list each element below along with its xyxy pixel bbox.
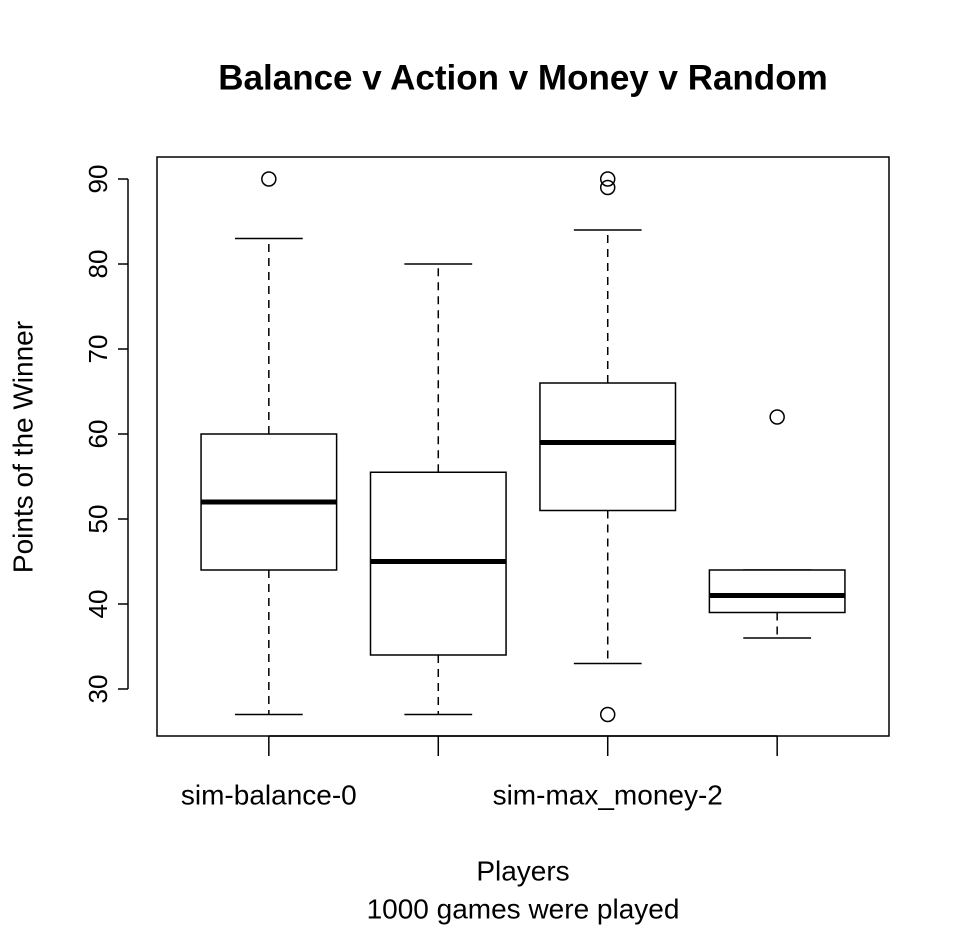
y-tick-label: 90 (83, 165, 113, 194)
box (539, 382, 677, 512)
x-tick-label: sim-max_money-2 (493, 779, 723, 810)
y-tick-label: 30 (83, 675, 113, 704)
y-tick-label: 50 (83, 505, 113, 534)
y-tick-label: 70 (83, 335, 113, 364)
y-tick-label: 40 (83, 590, 113, 619)
box (708, 569, 846, 614)
outlier (599, 706, 616, 723)
outlier (599, 179, 616, 196)
chart-title: Balance v Action v Money v Random (218, 58, 827, 97)
outlier (769, 409, 785, 425)
y-tick-label: 80 (83, 250, 113, 279)
y-tick-label: 60 (83, 420, 113, 449)
outlier (599, 171, 616, 187)
x-axis-label: Players (476, 855, 569, 886)
y-axis-label: Points of the Winner (7, 321, 38, 573)
outlier (261, 171, 277, 187)
subtitle: 1000 games were played (367, 893, 680, 924)
x-tick-label: sim-balance-0 (181, 779, 357, 810)
